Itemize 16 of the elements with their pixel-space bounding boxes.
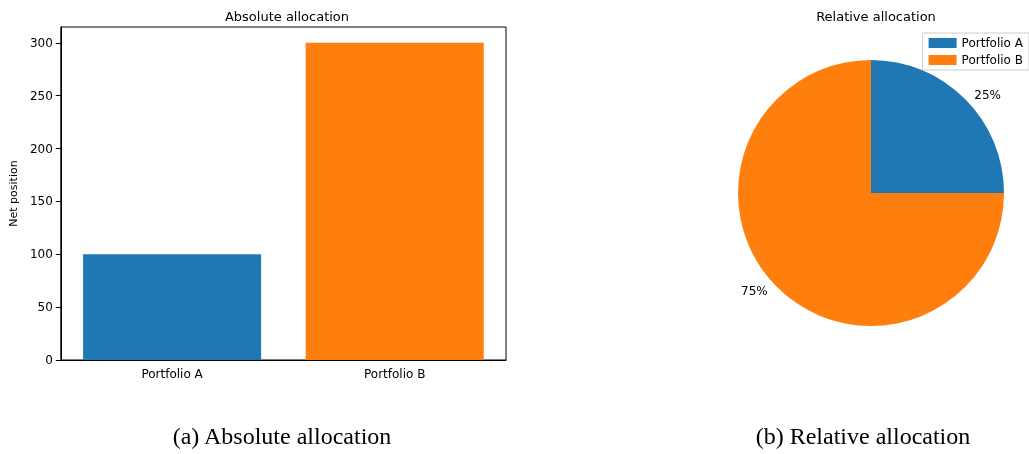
text: (a) Absolute allocation	[172, 423, 392, 449]
y-tick-label: 0	[45, 353, 53, 367]
y-tick-label: 50	[37, 300, 53, 315]
y-tick-label: 100	[29, 247, 53, 262]
y-tick-label: 250	[29, 88, 53, 103]
data-label: 25%	[974, 87, 1001, 102]
chart-title: Absolute allocation	[224, 9, 350, 24]
data-label: 75%	[741, 284, 768, 299]
chart-title: Relative allocation	[816, 9, 936, 24]
y-tick-label: 150	[29, 194, 53, 209]
y-tick-label: 200	[29, 141, 53, 156]
y-tick-label: 300	[29, 35, 53, 50]
legend-label: Portfolio A	[961, 36, 1024, 50]
text: (b) Relative allocation	[755, 423, 971, 449]
y-axis-title: Net position	[7, 160, 20, 227]
legend-label: Portfolio B	[961, 53, 1024, 67]
